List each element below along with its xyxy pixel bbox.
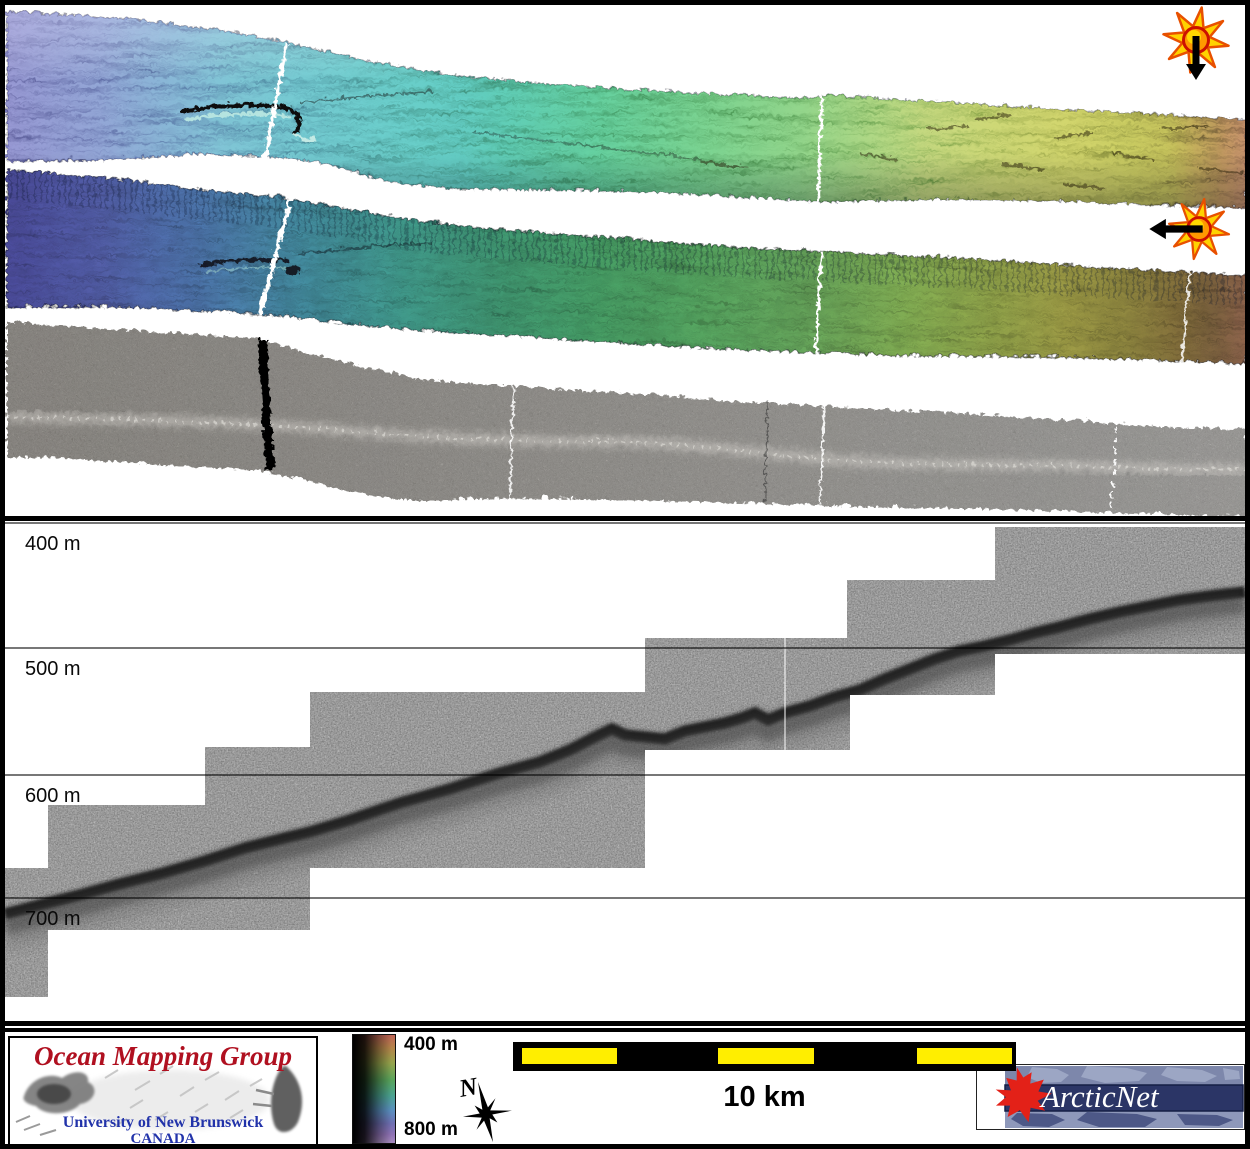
omg-country: CANADA <box>130 1131 196 1147</box>
survey-line-seam <box>256 195 291 314</box>
canada-map-top <box>1027 1066 1240 1083</box>
omg-logo-art <box>15 1065 303 1136</box>
scale-bar-segment <box>522 1048 617 1064</box>
sun-arrow-down-icon <box>1162 6 1230 80</box>
survey-line-seam <box>812 249 822 356</box>
iceberg-scour-marks <box>198 240 429 273</box>
scale-bar-segment <box>718 1048 814 1064</box>
profile-canvas: 400 m 500 m 600 m 700 m <box>5 522 1245 997</box>
survey-line-seam <box>817 404 823 504</box>
scale-bar-label: 10 km <box>723 1081 806 1113</box>
depth-gridlines: 400 m 500 m 600 m 700 m <box>5 522 1245 930</box>
colorbar-bottom-label: 800 m <box>404 1119 458 1140</box>
iceberg-scour-marks <box>180 89 1242 189</box>
north-arrow-icon: N <box>456 1074 512 1143</box>
arcticnet-logo-art: ArcticNet <box>977 1065 1244 1129</box>
omg-logo-box: Ocean Mapping Group University of New Br… <box>8 1036 318 1147</box>
omg-university: University of New Brunswick <box>62 1114 264 1131</box>
depth-label: 700 m <box>25 908 81 930</box>
survey-line-seam-dashed <box>1109 423 1115 515</box>
north-label: N <box>456 1074 480 1103</box>
arcticnet-logo-box: ArcticNet <box>976 1064 1245 1130</box>
depth-label: 500 m <box>25 658 81 680</box>
depth-label: 600 m <box>25 785 81 807</box>
bathymetry-swath-sun-left <box>4 167 1246 363</box>
survey-line-seam <box>762 397 767 502</box>
swath-canvas <box>4 6 1246 515</box>
echogram-segments <box>5 527 1245 997</box>
sidescan-swath <box>4 320 1246 515</box>
swath-panels <box>0 0 1250 516</box>
legend-bar: Ocean Mapping Group University of New Br… <box>0 1028 1250 1149</box>
survey-line-seam <box>260 41 287 164</box>
survey-line-seam <box>507 381 513 499</box>
depth-label: 400 m <box>25 533 81 555</box>
scale-bar-segment <box>917 1048 1012 1064</box>
omg-title: Ocean Mapping Group <box>33 1041 293 1071</box>
omg-bird-silhouette <box>15 1072 95 1136</box>
maple-leaf-icon <box>995 1067 1052 1123</box>
depth-colorbar <box>352 1034 396 1144</box>
arcticnet-wordmark: ArcticNet <box>1039 1079 1160 1114</box>
scale-bar <box>513 1042 1016 1071</box>
colorbar-top-label: 400 m <box>404 1034 458 1055</box>
data-gap-black-seam <box>256 338 273 470</box>
subbottom-profile-panel: 400 m 500 m 600 m 700 m <box>0 516 1250 1026</box>
survey-line-seam <box>1178 267 1190 361</box>
bathymetry-swath-sun-down <box>4 9 1246 207</box>
omg-towfish-silhouette <box>252 1065 303 1133</box>
sun-arrow-left-icon <box>1149 197 1231 261</box>
survey-line-seam <box>814 93 822 201</box>
refraction-comb-texture <box>5 168 1245 304</box>
